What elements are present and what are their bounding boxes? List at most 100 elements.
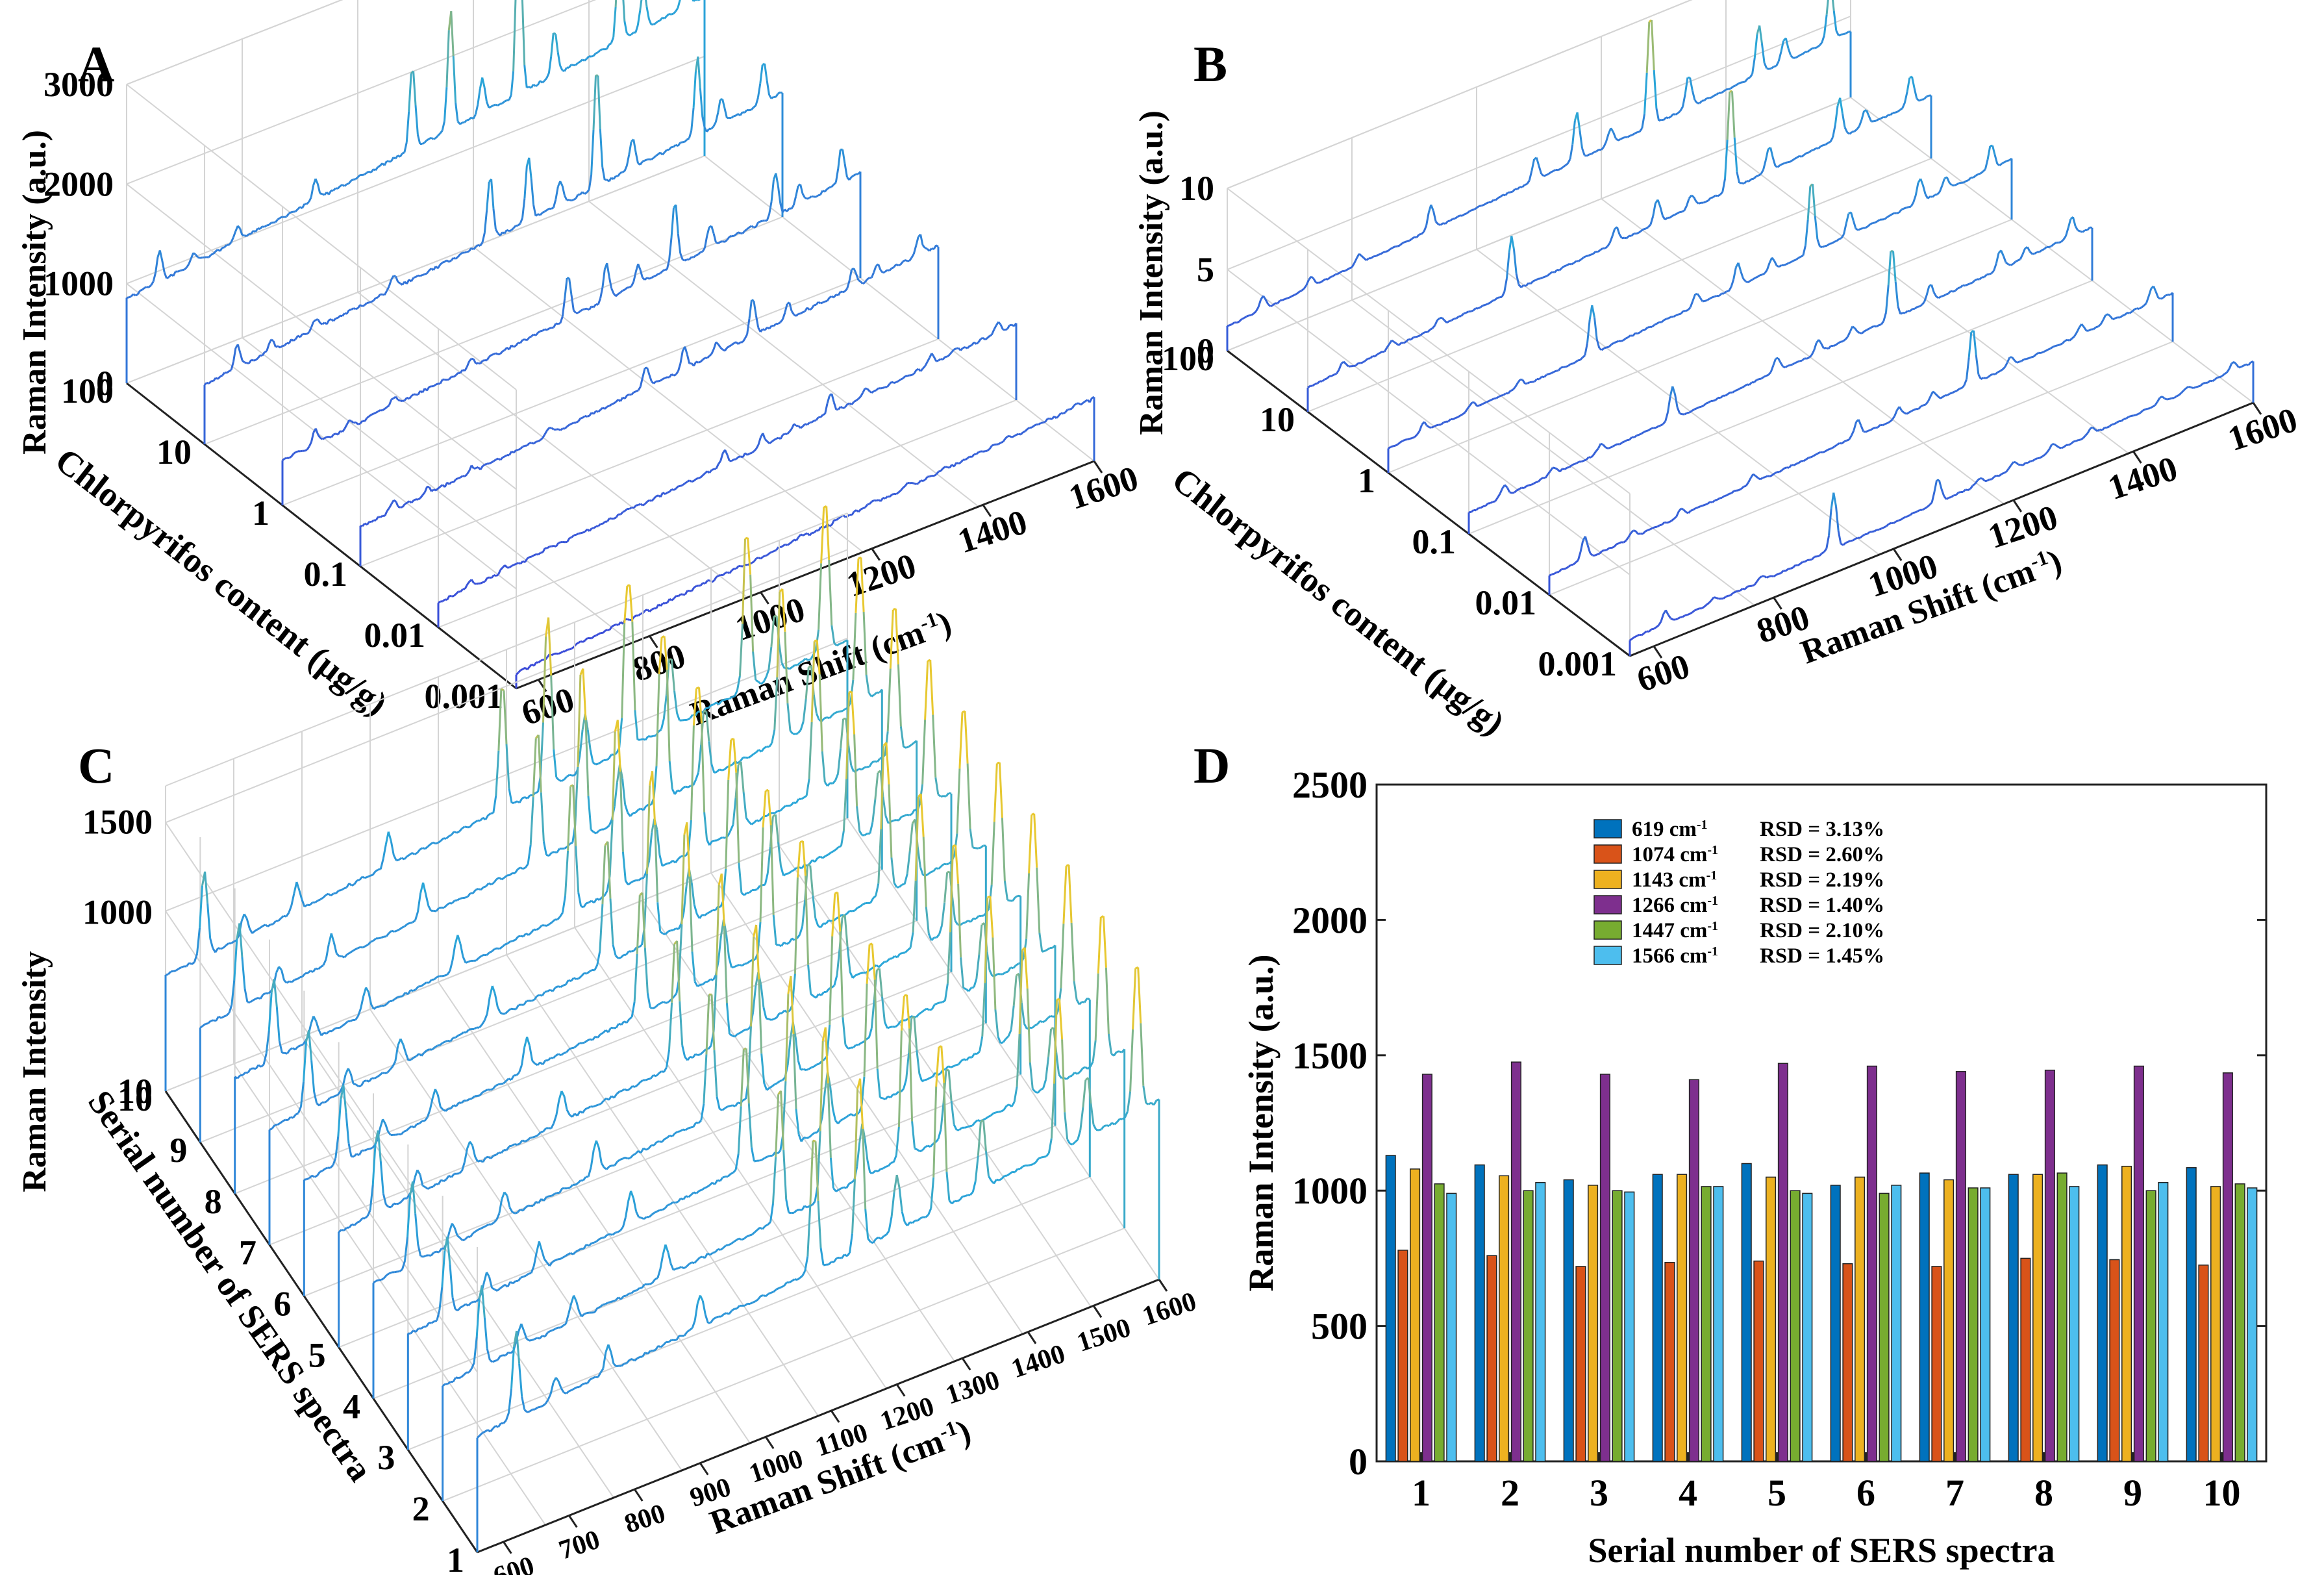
spectrum-0.1-segment <box>619 397 624 402</box>
spectrum-6-segment <box>584 1039 588 1044</box>
spectrum-0.001-segment <box>997 442 1002 446</box>
spectrum-7-segment <box>386 1068 391 1074</box>
spectrum-10-segment <box>1446 320 1450 324</box>
spectrum-100-segment <box>1638 127 1643 132</box>
spectrum-0.1-segment <box>1629 436 1633 441</box>
spectrum-6-segment <box>319 1170 323 1173</box>
spectrum-10-segment <box>458 827 463 833</box>
spectrum-7-segment <box>349 1073 355 1085</box>
spectrum-6-segment <box>321 1168 326 1172</box>
spectrum-100-segment <box>221 246 225 249</box>
floor-grid-line <box>847 818 1160 1280</box>
spectrum-100-segment <box>1535 157 1540 167</box>
floor-grid-line <box>1601 198 2005 505</box>
spectrum-10-segment <box>173 969 177 972</box>
spectrum-1-segment <box>811 195 814 198</box>
spectrum-9-segment <box>590 829 595 833</box>
spectrum-1-segment <box>295 450 299 453</box>
spectrum-1-segment <box>1790 260 1794 263</box>
spectrum-5-segment <box>527 1137 531 1141</box>
spectrum-5-segment <box>818 993 822 996</box>
spectrum-0.1-segment <box>873 265 877 273</box>
x-tick-mark <box>1653 646 1663 659</box>
spectrum-10-segment <box>1916 97 1920 102</box>
spectrum-10-segment <box>254 928 258 932</box>
spectrum-6-segment <box>629 1016 633 1020</box>
spectrum-100-segment <box>1832 10 1838 31</box>
spectrum-7-segment <box>481 1020 486 1026</box>
spectrum-0.001-segment <box>1938 479 1943 490</box>
spectrum-5-segment <box>904 949 909 953</box>
spectrum-10-segment <box>653 155 656 159</box>
spectrum-0.01-segment <box>522 560 526 563</box>
spectrum-9-segment <box>501 876 505 881</box>
spectrum-9-segment <box>593 831 597 835</box>
spectrum-0.01-segment <box>2162 294 2166 299</box>
spectrum-5-segment <box>597 1103 602 1106</box>
spectrum-1-segment <box>729 234 732 238</box>
spectrum-8-segment <box>497 947 500 950</box>
spectrum-10-segment <box>1479 305 1484 309</box>
spectrum-8-segment <box>596 898 600 901</box>
spectrum-0.01-segment <box>1692 507 1697 511</box>
spectrum-10-segment <box>214 947 219 953</box>
spectrum-1-segment <box>475 362 479 365</box>
spectrum-1-segment <box>749 225 753 229</box>
spectrum-100-segment <box>428 136 432 140</box>
spectrum-10-segment <box>1418 334 1421 338</box>
spectrum-1-segment <box>651 275 655 279</box>
spectrum-0.1-segment <box>1544 473 1549 479</box>
spectrum-6-segment <box>759 827 764 922</box>
spectrum-5-segment <box>875 964 880 968</box>
spectrum-0.001-segment <box>2116 420 2119 424</box>
spectrum-7-segment <box>468 1028 472 1031</box>
spectrum-9-segment <box>710 764 716 774</box>
spectrum-100-segment <box>455 102 459 122</box>
spectrum-0.1-segment <box>482 464 486 467</box>
spectrum-8-segment <box>643 870 648 878</box>
spectrum-0.001-segment <box>2199 383 2204 387</box>
spectrum-10-segment <box>690 107 695 131</box>
spectrum-0.01-segment <box>668 488 673 493</box>
spectrum-9-segment <box>781 588 786 632</box>
spectrum-0.1-segment <box>2043 246 2047 250</box>
spectrum-5-segment <box>390 1203 395 1208</box>
spectrum-0.1-segment <box>2067 218 2072 229</box>
spectrum-1-segment <box>597 298 601 305</box>
spectrum-0.001-segment <box>1806 559 1810 561</box>
spectrum-0.01-segment <box>897 379 901 382</box>
spectrum-0.001-segment <box>1962 488 1966 493</box>
spectrum-100-segment <box>1312 278 1317 283</box>
spectrum-0.001-segment <box>1930 492 1936 503</box>
spectrum-0.01-segment <box>1760 477 1764 481</box>
spectrum-100-segment <box>295 208 299 212</box>
spectrum-10-segment <box>1707 197 1712 201</box>
spectrum-0.001-segment <box>1852 538 1856 542</box>
spectrum-7-segment <box>774 814 779 842</box>
spectrum-7-segment <box>531 998 535 1002</box>
spectrum-100-segment <box>1421 231 1425 235</box>
spectrum-0.1-segment <box>836 294 839 297</box>
spectrum-6-segment <box>650 1007 653 1010</box>
spectrum-100-segment <box>1716 92 1719 95</box>
spectrum-0.001-segment <box>2226 368 2230 373</box>
spectrum-7-segment <box>570 977 575 982</box>
spectrum-0.01-segment <box>805 423 808 426</box>
spectrum-7-segment <box>743 892 747 896</box>
spectrum-0.001-segment <box>784 543 788 546</box>
spectrum-10-segment <box>471 821 476 825</box>
spectrum-5-segment <box>771 1018 775 1021</box>
spectrum-0.01-segment <box>1841 440 1845 445</box>
spectrum-10-segment <box>367 874 371 878</box>
spectrum-6-segment <box>316 1171 321 1176</box>
spectrum-8-segment <box>677 855 682 860</box>
spectrum-4-segment <box>448 1223 453 1232</box>
spectrum-0.001-segment <box>1732 590 1736 594</box>
x-tick-mark <box>649 635 658 649</box>
spectrum-0.01-segment <box>631 506 634 509</box>
spectrum-0.01-segment <box>2040 351 2044 354</box>
spectrum-10-segment <box>628 141 632 155</box>
spectrum-1-segment <box>1982 168 1986 173</box>
spectrum-0.01-segment <box>684 481 688 485</box>
spectrum-0.1-segment <box>364 522 368 526</box>
